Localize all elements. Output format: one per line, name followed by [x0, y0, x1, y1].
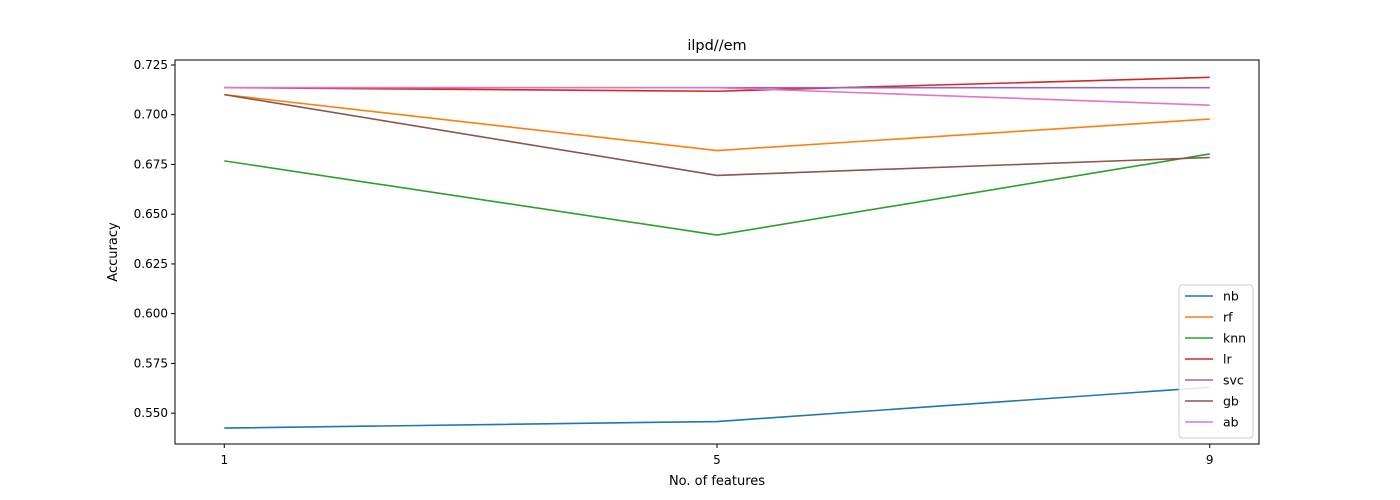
legend-box [1178, 284, 1254, 439]
legend-label-lr: lr [1223, 352, 1232, 367]
y-tick-label: 0.600 [134, 307, 168, 321]
x-tick-label: 1 [220, 453, 228, 467]
series-line-lr [224, 76, 1210, 93]
y-tick-label: 0.625 [134, 257, 168, 271]
legend-label-gb: gb [1223, 394, 1239, 409]
series-line-knn [224, 153, 1210, 236]
legend-label-knn: knn [1223, 331, 1246, 346]
series-line-ab [224, 86, 1210, 106]
legend: nb rf knn lr svc gb ab [1178, 284, 1254, 439]
legend-label-svc: svc [1223, 373, 1244, 388]
plot-frame [174, 59, 1260, 445]
x-axis-label: No. of features [669, 474, 765, 489]
legend-label-ab: ab [1223, 415, 1239, 430]
series-line-gb [224, 93, 1210, 177]
legend-label-rf: rf [1223, 310, 1233, 325]
y-tick-label: 0.550 [134, 406, 168, 420]
x-tick-label: 9 [1206, 453, 1214, 467]
y-tick-label: 0.650 [134, 207, 168, 221]
y-axis-label: Accuracy [106, 222, 121, 282]
plot-lines [224, 76, 1210, 429]
y-tick-label: 0.725 [134, 58, 168, 72]
chart-title: ilpd//em [687, 38, 746, 54]
x-axis: 1 5 9 [220, 444, 1214, 467]
series-line-rf [224, 93, 1210, 152]
y-tick-label: 0.675 [134, 157, 168, 171]
y-tick-label: 0.575 [134, 356, 168, 370]
y-tick-label: 0.700 [134, 108, 168, 122]
series-line-nb [224, 386, 1210, 429]
y-axis: 0.550 0.575 0.600 0.625 0.650 0.675 0.700 0.725 [134, 58, 175, 420]
x-tick-label: 5 [713, 453, 721, 467]
legend-label-nb: nb [1223, 289, 1239, 304]
